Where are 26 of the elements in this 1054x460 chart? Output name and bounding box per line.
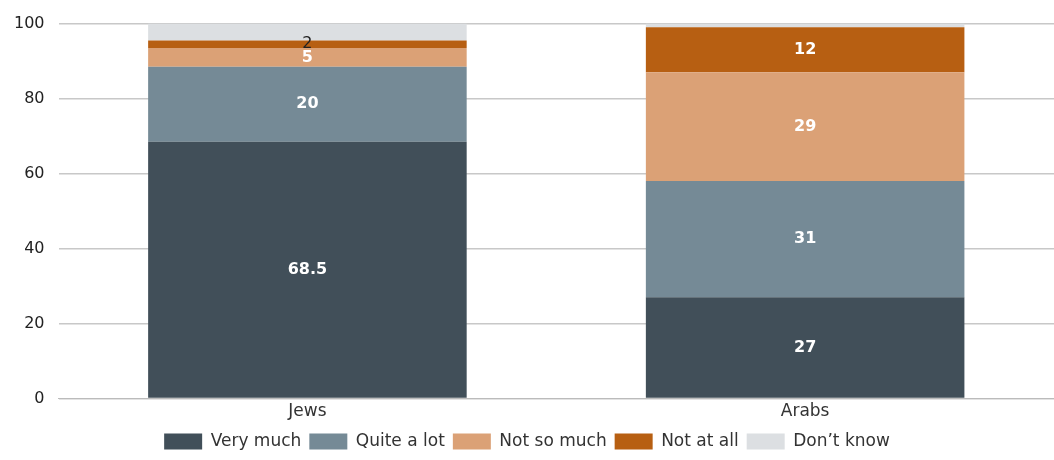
y-tick-label: 80 bbox=[24, 87, 45, 107]
bar bbox=[148, 47, 467, 67]
legend-label: Not so much bbox=[499, 429, 607, 450]
legend-label: Very much bbox=[210, 429, 302, 450]
y-tick-label: 100 bbox=[13, 12, 45, 32]
y-tick-label: 60 bbox=[24, 162, 45, 182]
bar bbox=[645, 27, 965, 73]
x-tick-label: Jews bbox=[287, 400, 327, 421]
bar bbox=[148, 141, 467, 398]
legend-label: Quite a lot bbox=[355, 429, 446, 450]
data-label: 31 bbox=[794, 228, 817, 248]
bar bbox=[148, 66, 467, 142]
bar bbox=[645, 181, 965, 298]
data-label: 68.5 bbox=[287, 258, 328, 278]
x-tick-label: Arabs bbox=[780, 400, 830, 421]
bar bbox=[645, 72, 965, 182]
y-tick-label: 20 bbox=[24, 312, 45, 332]
y-tick-label: 0 bbox=[34, 387, 45, 407]
y-tick-label: 40 bbox=[24, 237, 45, 257]
data-label: 20 bbox=[296, 93, 319, 113]
legend-label: Don’t know bbox=[793, 429, 890, 450]
data-label: 27 bbox=[794, 336, 817, 356]
legend-label: Not at all bbox=[661, 429, 739, 450]
data-label: 29 bbox=[794, 115, 817, 135]
bar bbox=[645, 297, 965, 398]
data-label: 12 bbox=[794, 39, 817, 59]
